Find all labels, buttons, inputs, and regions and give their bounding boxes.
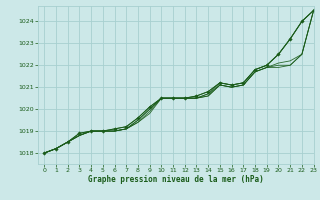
X-axis label: Graphe pression niveau de la mer (hPa): Graphe pression niveau de la mer (hPa) xyxy=(88,175,264,184)
